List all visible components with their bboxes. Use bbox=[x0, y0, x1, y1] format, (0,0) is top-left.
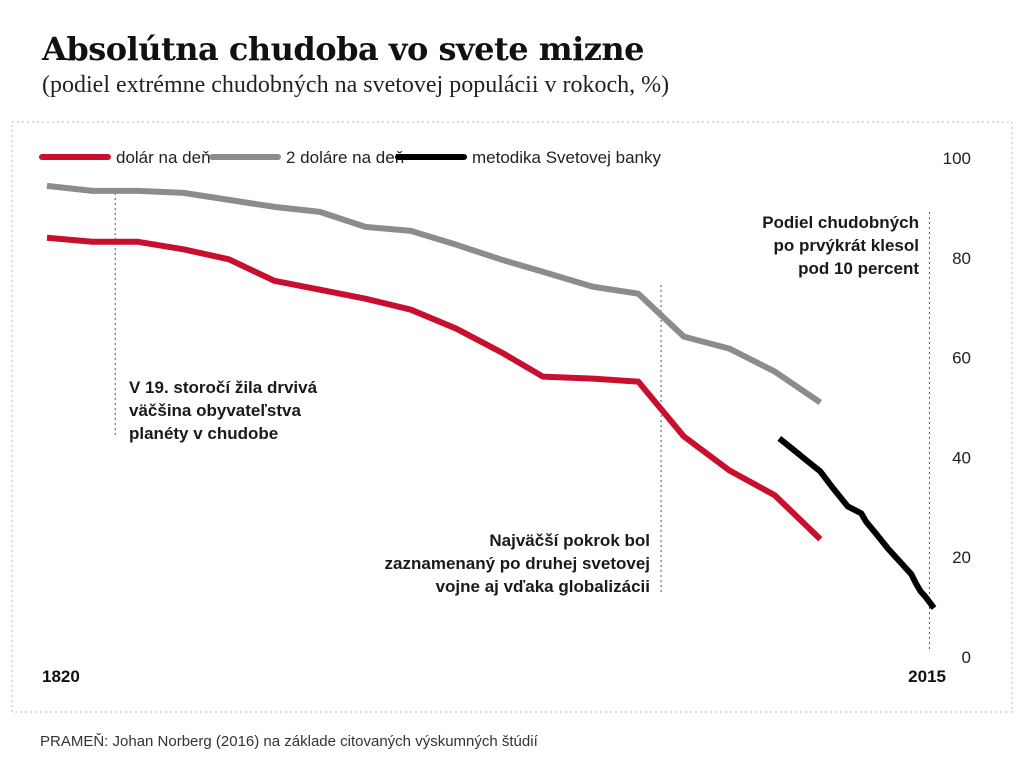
annotation-line: po prvýkrát klesol bbox=[773, 236, 919, 255]
y-tick-label: 0 bbox=[962, 648, 971, 667]
series-line-3 bbox=[777, 436, 937, 610]
chart-subtitle: (podiel extrémne chudobných na svetovej … bbox=[42, 72, 670, 98]
legend-label-3: metodika Svetovej banky bbox=[472, 148, 661, 167]
annotation-19th-century: V 19. storočí žila drvivá väčšina obyvat… bbox=[129, 376, 317, 445]
annotation-line: zaznamenaný po druhej svetovej bbox=[384, 554, 650, 573]
series-line-1 bbox=[46, 234, 823, 542]
legend-label-2: 2 doláre na deň bbox=[286, 148, 404, 167]
y-tick-label: 100 bbox=[943, 149, 971, 168]
y-tick-label: 60 bbox=[952, 349, 971, 368]
y-tick-label: 40 bbox=[952, 448, 971, 467]
annotation-below-10-percent: Podiel chudobných po prvýkrát klesol pod… bbox=[762, 211, 919, 280]
annotation-line: väčšina obyvateľstva bbox=[129, 401, 301, 420]
annotation-line: V 19. storočí žila drvivá bbox=[129, 378, 318, 397]
y-tick-label: 20 bbox=[952, 548, 971, 567]
annotation-postwar: Najväčší pokrok bol zaznamenaný po druhe… bbox=[385, 529, 650, 598]
annotation-line: pod 10 percent bbox=[798, 259, 919, 278]
annotation-line: Podiel chudobných bbox=[762, 213, 919, 232]
series-line-2 bbox=[46, 182, 822, 405]
annotation-line: vojne aj vďaka globalizácii bbox=[435, 577, 650, 596]
x-tick-label: 2015 bbox=[908, 667, 946, 686]
annotation-line: Najväčší pokrok bol bbox=[489, 531, 650, 550]
chart-frame bbox=[11, 121, 1013, 713]
y-tick-label: 80 bbox=[952, 249, 971, 268]
legend-label-1: dolár na deň bbox=[116, 148, 211, 167]
x-tick-label: 1820 bbox=[42, 667, 80, 686]
annotation-line: planéty v chudobe bbox=[129, 424, 279, 443]
source-note: PRAMEŇ: Johan Norberg (2016) na základe … bbox=[40, 733, 538, 750]
chart-title: Absolútna chudoba vo svete mizne bbox=[42, 30, 645, 68]
